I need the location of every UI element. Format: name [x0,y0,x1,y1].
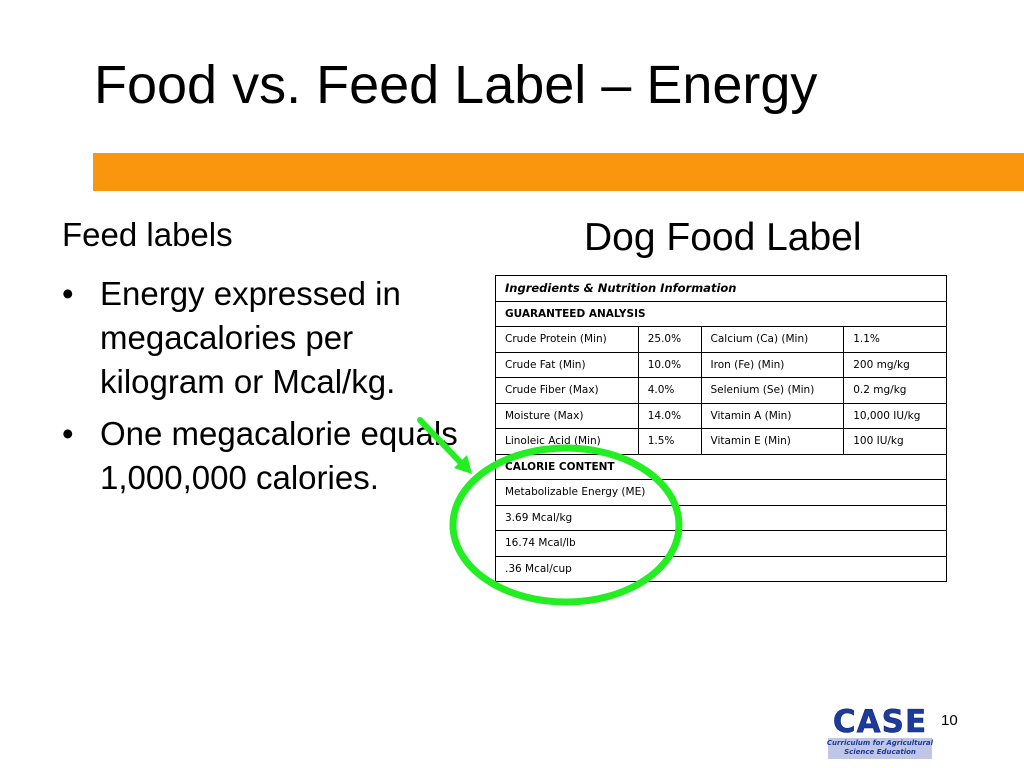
nutrient-name: Crude Fat (Min) [495,351,639,378]
nutrient-value: 14.0% [637,402,702,429]
bullet-item: • Energy expressed in megacalories per ki… [62,272,482,404]
pointer-arrowhead-icon [454,455,472,474]
feed-labels-heading: Feed labels [62,216,233,253]
accent-bar [93,153,1024,191]
table-title-row: Ingredients & Nutrition Information [495,275,947,302]
nutrient-value: 4.0% [637,377,702,404]
logo-wordmark: CASE [832,704,928,741]
page-number: 10 [941,712,958,729]
nutrient-name: Iron (Fe) (Min) [700,351,845,378]
logo-subtitle-line: Science Education [844,748,916,756]
guaranteed-analysis-heading: GUARANTEED ANALYSIS [495,300,947,327]
table-row: Crude Fat (Min) 10.0% Iron (Fe) (Min) 20… [495,351,947,378]
logo-subtitle-line: Curriculum for Agricultural [826,739,934,747]
guaranteed-analysis-row: GUARANTEED ANALYSIS [495,300,947,327]
table-row: Crude Protein (Min) 25.0% Calcium (Ca) (… [495,326,947,353]
calorie-row: 3.69 Mcal/kg [495,504,947,531]
nutrient-value: 10,000 IU/kg [843,402,947,429]
bullet-text: Energy expressed in megacalories per kil… [100,275,401,400]
logo-band [828,738,932,759]
bullet-text: One megacalorie equals 1,000,000 calorie… [100,415,458,496]
nutrient-name: Crude Fiber (Max) [495,377,639,404]
table-row: Moisture (Max) 14.0% Vitamin A (Min) 10,… [495,402,947,429]
nutrient-value: 200 mg/kg [843,351,947,378]
bullet-list: • Energy expressed in megacalories per ki… [62,272,482,508]
nutrition-table: Ingredients & Nutrition Information GUAR… [495,275,947,582]
calorie-value: .36 Mcal/cup [495,555,947,582]
calorie-row: 16.74 Mcal/lb [495,530,947,557]
bullet-icon: • [62,415,74,452]
bullet-icon: • [62,275,74,312]
calorie-row: Metabolizable Energy (ME) [495,479,947,506]
table-row: Crude Fiber (Max) 4.0% Selenium (Se) (Mi… [495,377,947,404]
calorie-value: 3.69 Mcal/kg [495,504,947,531]
calorie-value: 16.74 Mcal/lb [495,530,947,557]
bullet-item: • One megacalorie equals 1,000,000 calori… [62,412,482,500]
calorie-content-heading: CALORIE CONTENT [495,453,947,480]
nutrient-value: 1.1% [843,326,947,353]
nutrient-value: 25.0% [637,326,702,353]
nutrient-name: Linoleic Acid (Min) [495,428,639,455]
calorie-row: .36 Mcal/cup [495,555,947,582]
case-logo: CASE Curriculum for Agricultural Science… [826,704,934,760]
nutrient-name: Calcium (Ca) (Min) [700,326,845,353]
nutrient-name: Crude Protein (Min) [495,326,639,353]
highlight-circle [449,444,683,606]
logo-subtitle: Curriculum for Agricultural Science Educ… [826,739,934,757]
slide-title: Food vs. Feed Label – Energy [94,55,818,115]
pointer-arrow-line [417,417,465,467]
dog-food-label-heading: Dog Food Label [584,216,862,259]
calorie-content-row: CALORIE CONTENT [495,453,947,480]
table-title: Ingredients & Nutrition Information [495,275,947,302]
nutrient-name: Vitamin A (Min) [700,402,845,429]
calorie-value: Metabolizable Energy (ME) [495,479,947,506]
